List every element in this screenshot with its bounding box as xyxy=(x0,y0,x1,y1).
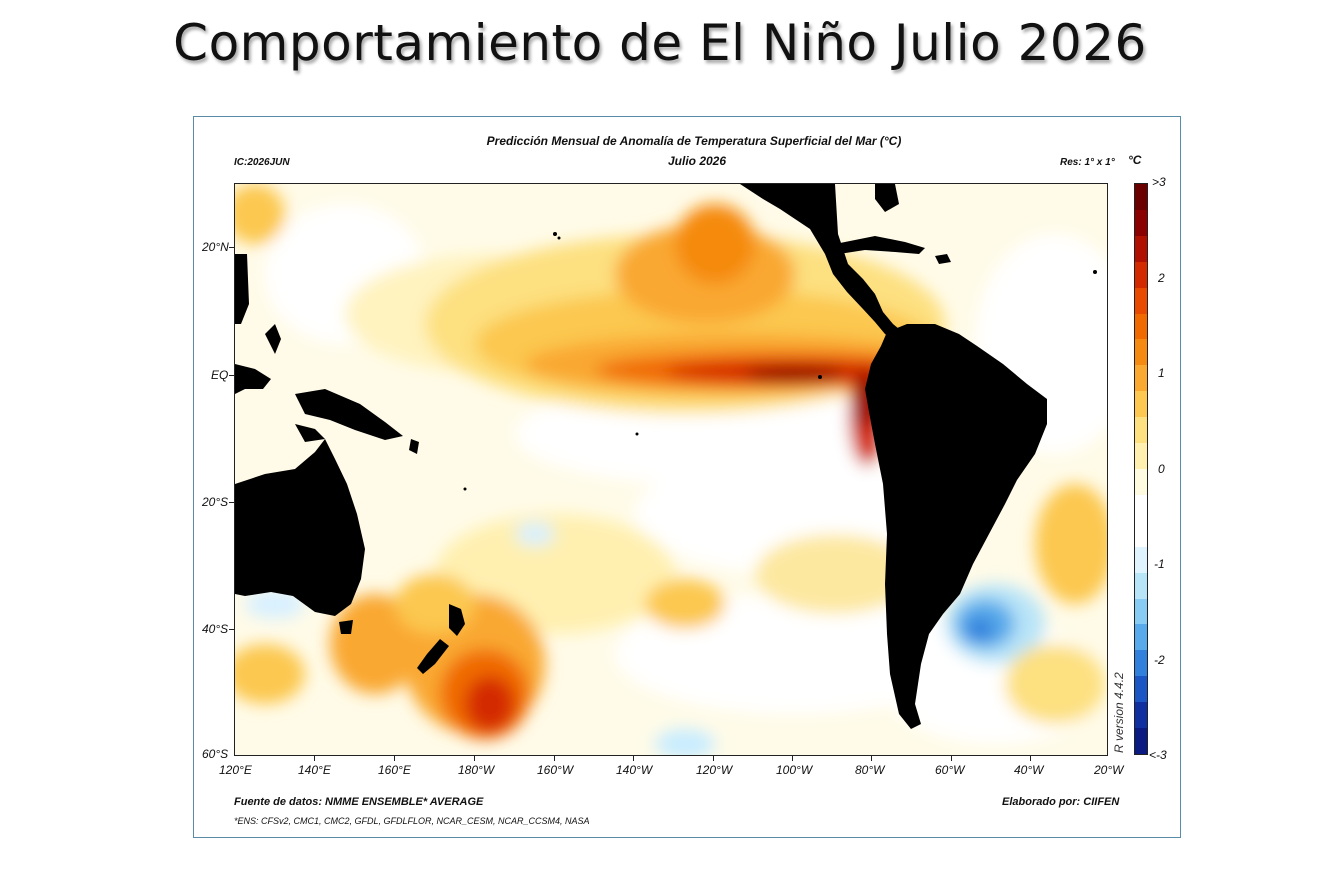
lat-label-20n: 20°N xyxy=(202,240,229,254)
colorbar-segment xyxy=(1135,520,1147,547)
colorbar-segment xyxy=(1135,468,1147,495)
lon-tick xyxy=(474,756,475,761)
colorbar-label: <-3 xyxy=(1149,748,1167,762)
land-new-guinea xyxy=(295,389,403,440)
map-subtitle: Julio 2026 xyxy=(667,154,727,168)
colorbar xyxy=(1134,183,1148,755)
colorbar-segment xyxy=(1135,209,1147,236)
slide-title: Comportamiento de El Niño Julio 2026 xyxy=(173,14,1147,72)
colorbar-segment xyxy=(1135,313,1147,340)
colorbar-segment xyxy=(1135,546,1147,573)
colorbar-label: 2 xyxy=(1158,271,1165,285)
land-australia xyxy=(235,439,365,616)
land-north-america xyxy=(740,184,905,342)
lon-label: 40°W xyxy=(1014,763,1044,777)
lon-label: 160°W xyxy=(537,763,574,777)
lon-tick xyxy=(554,756,555,761)
colorbar-segment xyxy=(1135,702,1147,729)
colorbar-label: -2 xyxy=(1154,653,1165,667)
lon-label: 140°E xyxy=(298,763,331,777)
colorbar-segment xyxy=(1135,598,1147,625)
lon-tick xyxy=(871,756,872,761)
lon-tick xyxy=(394,756,395,761)
lon-tick xyxy=(792,756,793,761)
colorbar-unit: °C xyxy=(1128,153,1142,167)
colorbar-label: 0 xyxy=(1158,462,1165,476)
credit-label: Elaborado por: CIIFEN xyxy=(1002,796,1120,808)
ensemble-note: *ENS: CFSv2, CMC1, CMC2, GFDL, GFDLFLOR,… xyxy=(234,816,590,826)
lon-label: 100°W xyxy=(776,763,813,777)
land-south-america xyxy=(865,324,1047,729)
lon-tick xyxy=(314,756,315,761)
lon-label: 80°W xyxy=(855,763,885,777)
lon-tick xyxy=(951,756,952,761)
resolution-label: Res: 1° x 1° xyxy=(1060,157,1115,168)
colorbar-segment xyxy=(1135,443,1147,469)
map-canvas xyxy=(235,184,1107,755)
sst-anomaly-map xyxy=(234,183,1108,756)
lon-label: 20°W xyxy=(1094,763,1124,777)
colorbar-segment xyxy=(1135,676,1147,703)
colorbar-segment xyxy=(1135,650,1147,677)
lat-label-20s: 20°S xyxy=(202,495,229,509)
ic-label: IC:2026JUN xyxy=(234,157,290,168)
lon-label: 60°W xyxy=(935,763,965,777)
colorbar-segment xyxy=(1135,391,1147,418)
lon-tick xyxy=(633,756,634,761)
colorbar-segment xyxy=(1135,417,1147,444)
lon-tick xyxy=(713,756,714,761)
lon-label: 160°E xyxy=(378,763,411,777)
lon-label: 140°W xyxy=(616,763,653,777)
anomaly-field xyxy=(235,184,1107,755)
land-masses xyxy=(235,184,1097,729)
lon-label: 120°W xyxy=(696,763,733,777)
lon-label: 180°W xyxy=(458,763,495,777)
data-source: Fuente de datos: NMME ENSEMBLE* AVERAGE xyxy=(234,796,484,808)
colorbar-segment xyxy=(1135,261,1147,288)
lat-tick xyxy=(229,502,234,503)
colorbar-label: >3 xyxy=(1152,175,1166,189)
lon-label: 120°E xyxy=(219,763,252,777)
colorbar-segment xyxy=(1135,287,1147,314)
r-version-label: R version 4.4.2 xyxy=(1112,672,1126,753)
colorbar-segment xyxy=(1135,494,1147,521)
land-new-zealand xyxy=(449,604,465,636)
map-frame: Predicción Mensual de Anomalía de Temper… xyxy=(193,116,1181,838)
colorbar-segment xyxy=(1135,339,1147,366)
colorbar-segment xyxy=(1135,624,1147,651)
lat-label-eq: EQ xyxy=(211,368,229,382)
colorbar-segment xyxy=(1135,728,1147,754)
lat-label-40s: 40°S xyxy=(202,622,229,636)
lat-tick xyxy=(229,375,234,376)
colorbar-label: -1 xyxy=(1154,557,1165,571)
lat-label-60s: 60°S xyxy=(202,747,229,761)
colorbar-segment xyxy=(1135,184,1147,210)
colorbar-segment xyxy=(1135,235,1147,262)
colorbar-segment xyxy=(1135,572,1147,599)
lat-tick xyxy=(229,629,234,630)
map-title: Predicción Mensual de Anomalía de Temper… xyxy=(486,134,902,148)
lon-tick xyxy=(1030,756,1031,761)
colorbar-label: 1 xyxy=(1158,366,1165,380)
lat-tick xyxy=(229,247,234,248)
colorbar-segment xyxy=(1135,365,1147,392)
